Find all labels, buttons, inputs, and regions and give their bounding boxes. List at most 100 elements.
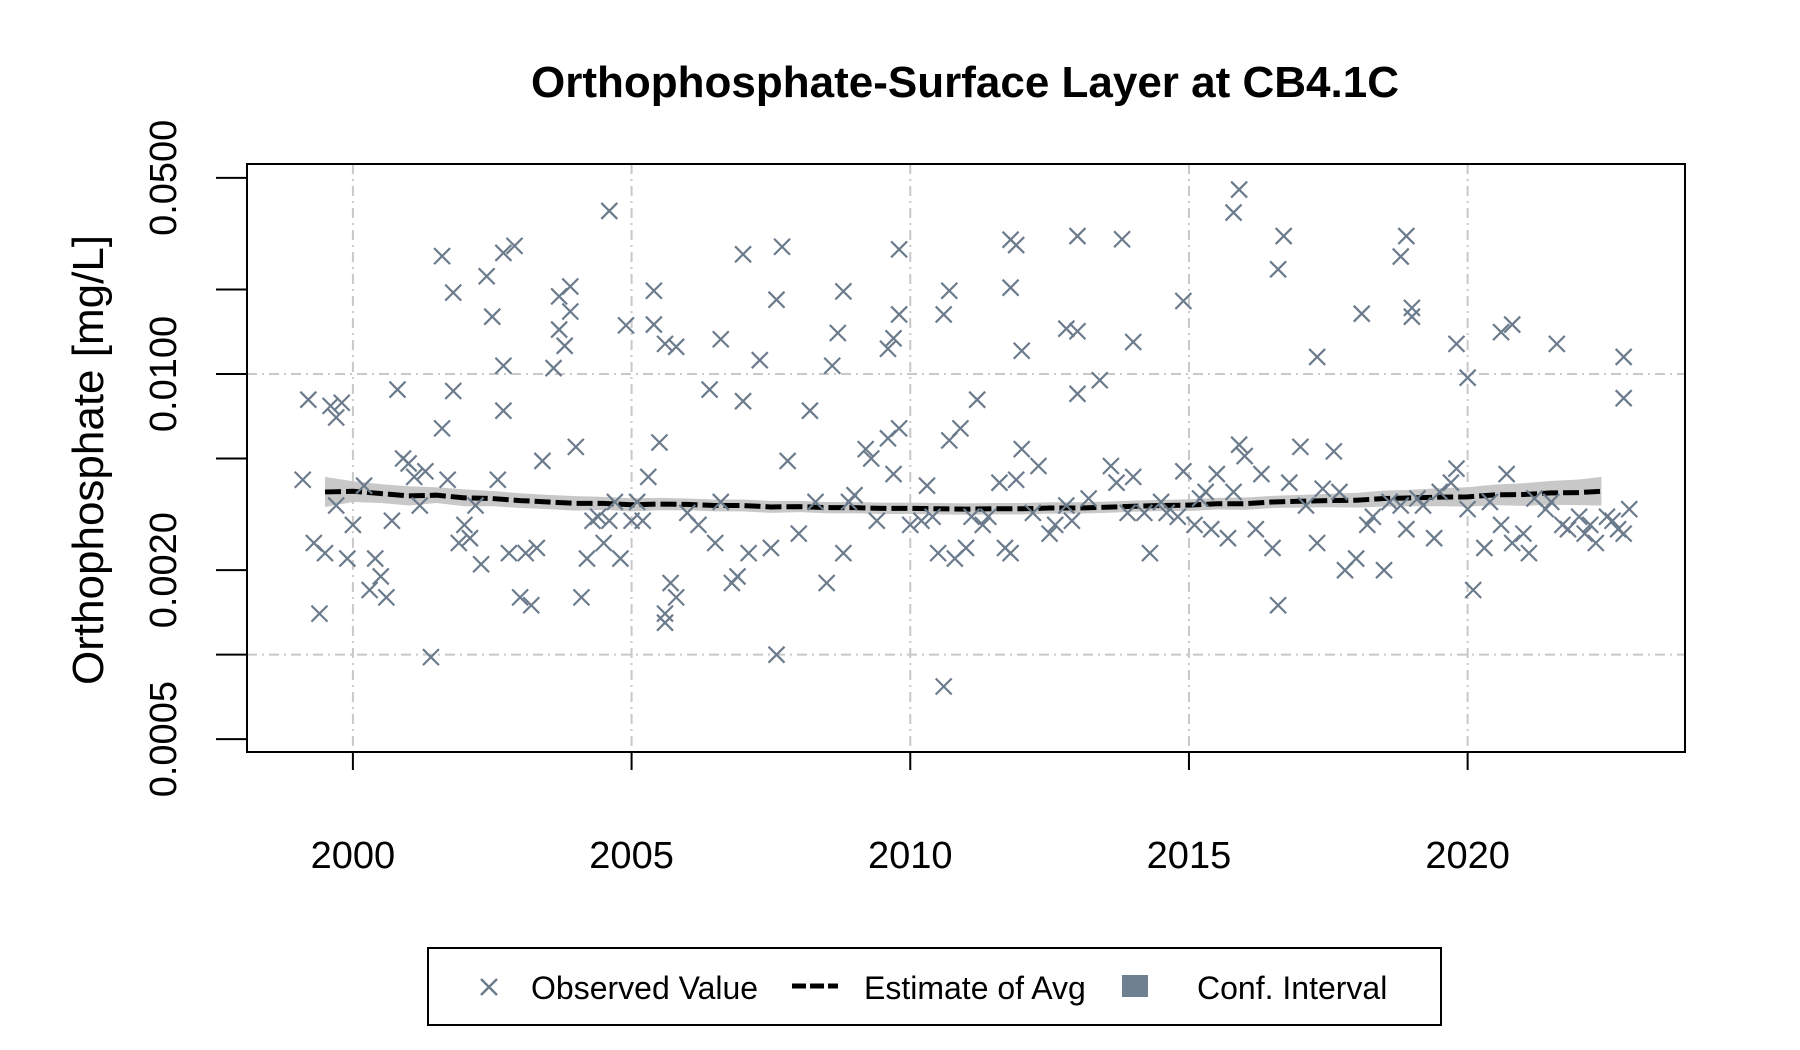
observed-point-stroke [856,440,875,458]
observed-point [316,544,334,562]
observed-point [1481,493,1499,511]
observed-point [1274,227,1293,245]
observed-point [1174,462,1193,481]
observed-point [1024,504,1042,522]
observed-point [450,534,468,552]
observed-point-stroke [656,604,674,623]
observed-point-stroke [388,380,407,399]
observed-point [656,335,674,353]
observed-point [1447,335,1466,353]
observed-point-stroke [1581,516,1600,534]
observed-point-stroke [1252,465,1271,483]
y-tick-label: 0.0100 [143,316,185,432]
observed-point [1230,180,1248,199]
observed-point-stroke [817,574,836,592]
observed-point-stroke [1230,180,1248,199]
observed-point-stroke [528,539,546,557]
observed-point [633,511,652,530]
observed-point-stroke [845,486,864,504]
observed-point [1403,307,1421,326]
observed-point-stroke [1364,507,1382,526]
observed-point-stroke [1375,561,1393,579]
observed-point [1235,447,1254,465]
observed-point [572,588,591,607]
observed-point-stroke [1603,511,1622,530]
observed-point-stroke [1458,368,1477,387]
observed-point [801,401,819,420]
observed-point-stroke [544,359,563,377]
observed-point-stroke [516,544,535,562]
observed-point [444,382,463,400]
observed-point-stroke [1001,544,1020,562]
observed-point [332,393,351,412]
observed-point-stroke [829,324,847,342]
observed-point-stroke [1007,236,1025,254]
observed-point [739,544,758,562]
observed-point [1614,389,1633,407]
observed-point-stroke [327,408,345,427]
observed-point [1603,511,1622,530]
observed-point [1007,470,1025,489]
observed-point [1247,520,1265,538]
observed-point [734,245,752,264]
observed-point-stroke [1012,440,1031,458]
observed-point-stroke [1107,473,1126,492]
observed-point-stroke [578,549,596,568]
observed-point-stroke [1403,299,1421,317]
observed-point [528,539,546,557]
observed-point [1196,483,1215,501]
observed-point-stroke [1598,507,1616,526]
observed-point [606,493,624,511]
observed-point-stroke [1570,507,1588,526]
observed-point-stroke [1397,227,1416,245]
observed-point-stroke [450,534,468,552]
observed-point-stroke [1548,335,1566,353]
observed-point [299,390,318,409]
observed-point [1152,493,1170,511]
observed-point-stroke [1614,348,1633,366]
observed-point-stroke [1068,385,1087,403]
observed-point-stroke [321,397,340,415]
observed-point [645,281,663,300]
observed-point-stroke [762,539,780,557]
observed-point-stroke [901,516,920,534]
observed-point [1012,440,1031,458]
observed-point [1124,333,1142,351]
observed-point-stroke [1425,529,1443,547]
observed-point-stroke [1587,534,1605,552]
observed-point-stroke [511,588,529,607]
observed-point-stroke [1447,335,1466,353]
observed-point-stroke [522,596,541,615]
observed-point-stroke [594,534,613,552]
observed-point [762,539,780,557]
observed-point [494,356,513,375]
observed-point [1620,500,1639,518]
observed-point [656,604,674,623]
observed-point-stroke [1208,465,1226,483]
observed-point-stroke [299,390,318,409]
observed-point-stroke [1391,496,1410,515]
observed-point-stroke [1063,511,1081,530]
observed-point [1503,315,1521,334]
observed-point-stroke [734,245,752,264]
legend-ci-swatch [1122,975,1148,997]
observed-point-stroke [327,496,345,515]
observed-point [1430,483,1449,501]
observed-point-stroke [1442,473,1460,492]
observed-point [912,511,931,530]
observed-point-stroke [433,419,451,438]
observed-point-stroke [890,419,908,438]
observed-point [711,330,730,349]
observed-point-stroke [1430,483,1449,501]
observed-point [561,302,580,321]
observed-point-stroke [934,677,953,696]
observed-point-stroke [494,401,513,420]
observed-point [990,473,1009,492]
observed-point-stroke [1102,457,1120,475]
observed-point-stroke [1525,489,1544,508]
observed-point-stroke [360,581,379,599]
observed-point [1113,230,1131,249]
observed-point-stroke [1046,516,1064,534]
observed-point [879,339,897,358]
observed-point [962,507,981,526]
